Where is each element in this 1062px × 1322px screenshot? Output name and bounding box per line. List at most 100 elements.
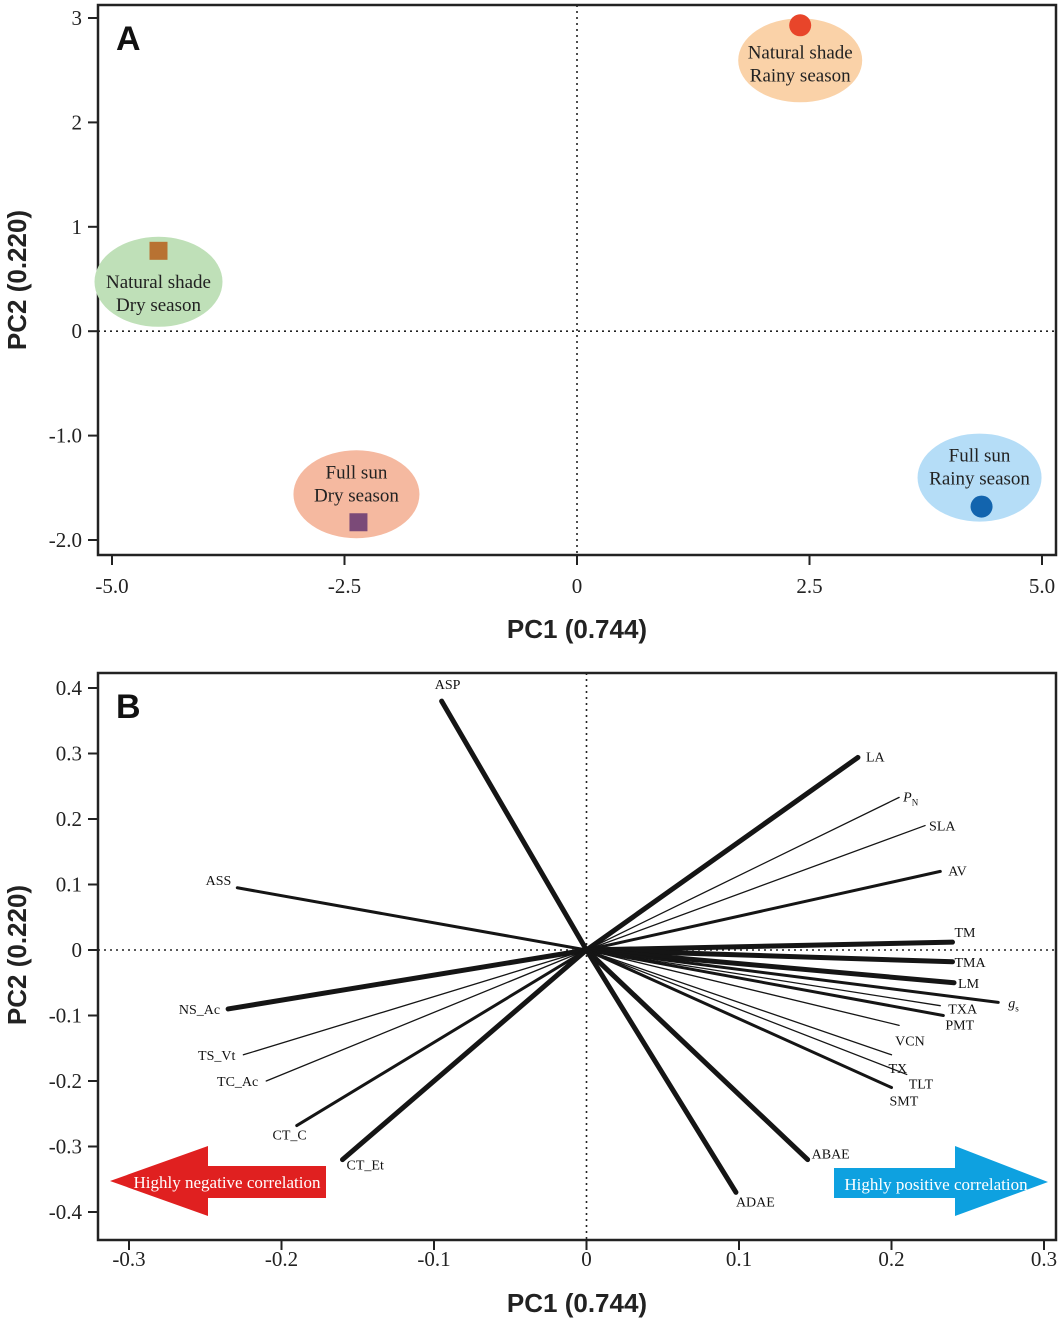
panel-b-y-tick-label: 0.3 bbox=[56, 742, 82, 766]
group-ellipse bbox=[917, 433, 1042, 522]
loading-vector-line bbox=[585, 948, 1000, 1004]
loading-vector-line bbox=[242, 949, 588, 1056]
loading-vector-label: TMA bbox=[955, 956, 987, 971]
loading-vector: LA bbox=[584, 750, 886, 953]
panel-b-y-tick-label: -0.2 bbox=[49, 1069, 82, 1093]
panel-a-y-axis-label: PC2 (0.220) bbox=[2, 210, 32, 350]
loading-vector-label: LA bbox=[866, 750, 886, 765]
negative-arrow-label: Highly negative correlation bbox=[134, 1173, 321, 1192]
loading-vector: PN bbox=[585, 790, 919, 951]
loading-vector-line bbox=[585, 948, 945, 1017]
panel-b-x-tick-label: -0.2 bbox=[265, 1247, 298, 1271]
loading-vector-label: SMT bbox=[890, 1095, 919, 1110]
panel-b-letter: B bbox=[116, 688, 141, 726]
loading-vector-label: ADAE bbox=[736, 1195, 775, 1210]
loading-vector-line bbox=[585, 949, 941, 1007]
loading-vector-label: PN bbox=[902, 790, 919, 807]
loading-vector-label: ASS bbox=[206, 874, 232, 889]
negative-correlation-arrow: Highly negative correlation bbox=[110, 1146, 326, 1216]
panel-b-y-tick-label: 0.1 bbox=[56, 873, 82, 897]
loading-vector-line bbox=[585, 949, 900, 1026]
panel-a-letter: A bbox=[116, 20, 141, 58]
panel-b-x-tick-label: 0 bbox=[581, 1247, 592, 1271]
panel-b-x-tick-label: 0.1 bbox=[726, 1247, 752, 1271]
loading-vector-line bbox=[585, 948, 893, 1090]
loading-vector-label: TC_Ac bbox=[217, 1075, 258, 1090]
loading-vector-line bbox=[584, 947, 739, 1195]
group-label-line1: Full sun bbox=[326, 462, 388, 483]
loading-vector-line bbox=[439, 698, 589, 953]
loading-vector-line bbox=[585, 949, 893, 1056]
panel-b-y-tick-label: -0.3 bbox=[49, 1135, 82, 1159]
group-label-line1: Natural shade bbox=[748, 42, 853, 63]
panel-a-y-tick-label: -1.0 bbox=[49, 424, 82, 448]
loading-vector: SMT bbox=[585, 948, 919, 1110]
loading-vector-label: CT_C bbox=[273, 1129, 307, 1144]
group-label-line2: Rainy season bbox=[750, 65, 851, 86]
loading-vector-label: TM bbox=[955, 926, 977, 941]
loading-vector: AV bbox=[585, 864, 967, 952]
positive-correlation-arrow: Highly positive correlation bbox=[834, 1146, 1048, 1216]
loading-vector-line bbox=[225, 947, 589, 1012]
loading-vector-line bbox=[584, 947, 955, 965]
loading-vector-label: CT_Et bbox=[347, 1159, 384, 1174]
loading-vector-line bbox=[585, 869, 942, 952]
loading-vector: gs bbox=[585, 948, 1019, 1013]
loading-vector: ABAE bbox=[584, 947, 850, 1163]
panel-a-x-ticks: -5.0 -2.5 0 2.5 5.0 bbox=[95, 555, 1055, 598]
loading-vector-label: TS_Vt bbox=[198, 1049, 235, 1064]
panel-b-y-ticks: -0.4 -0.3 -0.2 -0.1 0 0.1 0.2 0.3 0.4 bbox=[49, 676, 98, 1224]
loading-vector-line bbox=[265, 949, 588, 1082]
loading-vector: ASS bbox=[206, 874, 588, 952]
negative-arrow-shape bbox=[110, 1146, 326, 1216]
loading-vector-line bbox=[340, 947, 589, 1163]
panel-b-y-tick-label: 0.2 bbox=[56, 807, 82, 831]
loading-vector-line bbox=[585, 824, 926, 951]
panel-a-x-tick-label: 5.0 bbox=[1029, 574, 1055, 598]
panel-a-x-axis-label: PC1 (0.744) bbox=[507, 614, 647, 644]
loading-vector: TM bbox=[584, 926, 977, 953]
group-ellipse bbox=[293, 450, 420, 539]
panel-a-y-tick-label: 2 bbox=[72, 110, 83, 134]
loading-vector: TS_Vt bbox=[198, 949, 588, 1064]
panel-a-y-tick-label: 1 bbox=[72, 215, 83, 239]
loading-vector: ASP bbox=[435, 678, 589, 953]
panel-b-x-tick-label: -0.1 bbox=[417, 1247, 450, 1271]
group-label-line1: Full sun bbox=[949, 446, 1011, 467]
panel-a-y-tick-label: -2.0 bbox=[49, 528, 82, 552]
loading-vector-label: NS_Ac bbox=[179, 1003, 220, 1018]
panel-b-x-tick-label: 0.3 bbox=[1031, 1247, 1057, 1271]
panel-b-x-ticks: -0.3 -0.2 -0.1 0 0.1 0.2 0.3 bbox=[112, 1240, 1057, 1271]
loading-vector-line bbox=[584, 939, 955, 953]
loading-vector: ADAE bbox=[584, 947, 775, 1210]
group-label-line2: Dry season bbox=[314, 485, 399, 506]
loading-vector-line bbox=[235, 886, 588, 952]
loading-vector-label: SLA bbox=[929, 820, 956, 835]
loading-vector-label: AV bbox=[948, 864, 966, 879]
loading-vector-line bbox=[585, 796, 900, 951]
panel-b-y-tick-label: 0 bbox=[72, 938, 83, 962]
positive-arrow-label: Highly positive correlation bbox=[844, 1175, 1028, 1194]
loading-vector-label: VCN bbox=[895, 1034, 925, 1049]
loading-vector-label: LM bbox=[958, 977, 980, 992]
panel-a-y-ticks: -2.0 -1.0 0 1 2 3 bbox=[49, 6, 98, 552]
loading-vector-label: TLT bbox=[909, 1077, 934, 1092]
panel-b-x-axis-label: PC1 (0.744) bbox=[507, 1288, 647, 1318]
panel-a-x-tick-label: -2.5 bbox=[328, 574, 361, 598]
group-square-marker bbox=[349, 513, 368, 532]
loading-vector-label: TXA bbox=[948, 1003, 978, 1018]
loading-vector: TMA bbox=[584, 947, 987, 971]
panel-a-x-tick-label: 0 bbox=[572, 574, 583, 598]
loading-vector: NS_Ac bbox=[179, 947, 589, 1018]
group-ellipse bbox=[94, 236, 223, 327]
group-ellipse bbox=[738, 18, 863, 103]
panel-a: -5.0 -2.5 0 2.5 5.0 -2.0 -1.0 0 1 2 3 A Natural s… bbox=[2, 3, 1058, 644]
loading-vector: VCN bbox=[585, 949, 925, 1049]
panel-b-plot-frame bbox=[96, 671, 1058, 1242]
panel-a-x-tick-label: 2.5 bbox=[796, 574, 822, 598]
group-circle-marker bbox=[970, 495, 993, 518]
